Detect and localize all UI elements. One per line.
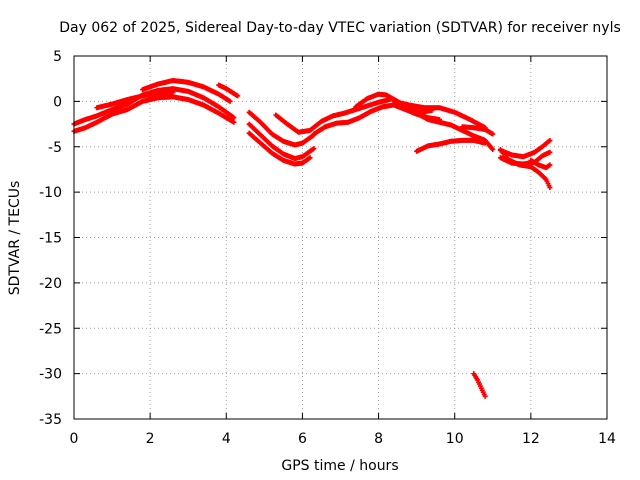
series-track-8	[246, 130, 313, 167]
series-track-6	[246, 109, 317, 148]
data-point	[547, 185, 553, 191]
x-tick-label: 12	[522, 431, 540, 447]
data-point	[490, 146, 496, 152]
series-outlier	[471, 371, 488, 399]
data-point	[227, 98, 233, 104]
data-point	[231, 119, 237, 125]
series-track-12	[391, 98, 488, 131]
y-tick-label: -25	[39, 321, 62, 337]
series-track-18	[497, 137, 553, 160]
y-tick-label: -5	[48, 140, 62, 156]
grid	[74, 56, 607, 419]
data-point	[547, 162, 553, 168]
series-track-4	[94, 89, 176, 111]
x-tick-label: 4	[222, 431, 231, 447]
x-tick-label: 0	[70, 431, 79, 447]
data-point	[547, 137, 553, 143]
series-track-3	[140, 78, 233, 104]
y-tick-label: 0	[53, 94, 62, 110]
x-tick-label: 14	[598, 431, 616, 447]
axis-ticks: 0 2 4 6 8 10 12 14 5 0 -5 -10 -15 -20 -25 -30 -35	[39, 49, 616, 447]
series-track-19	[528, 157, 553, 171]
data-point	[482, 140, 488, 146]
data-point	[311, 146, 317, 152]
y-tick-label: -10	[39, 185, 62, 201]
x-tick-label: 2	[146, 431, 155, 447]
data-points	[71, 78, 553, 399]
y-axis-label: SDTVAR / TECUs	[7, 181, 23, 296]
x-tick-label: 8	[374, 431, 383, 447]
y-tick-label: -30	[39, 367, 62, 383]
data-point	[490, 131, 496, 137]
series-track-7	[246, 121, 317, 162]
y-tick-label: -15	[39, 231, 62, 247]
series-track-5	[216, 82, 241, 99]
chart-title: Day 062 of 2025, Sidereal Day-to-day VTE…	[59, 20, 621, 36]
data-point	[235, 93, 241, 99]
x-axis-label: GPS time / hours	[281, 458, 398, 474]
data-point	[547, 149, 553, 155]
data-point	[170, 89, 176, 95]
series-track-2	[71, 94, 237, 134]
data-point	[231, 115, 237, 121]
y-tick-label: -35	[39, 412, 62, 428]
series-track-14	[459, 124, 496, 137]
plot-frame	[73, 55, 608, 420]
x-tick-label: 10	[446, 431, 464, 447]
y-tick-label: 5	[53, 49, 62, 65]
data-point	[307, 155, 313, 161]
x-tick-label: 6	[298, 431, 307, 447]
series-track-15	[414, 137, 488, 154]
data-point	[482, 393, 488, 399]
y-tick-label: -20	[39, 276, 62, 292]
